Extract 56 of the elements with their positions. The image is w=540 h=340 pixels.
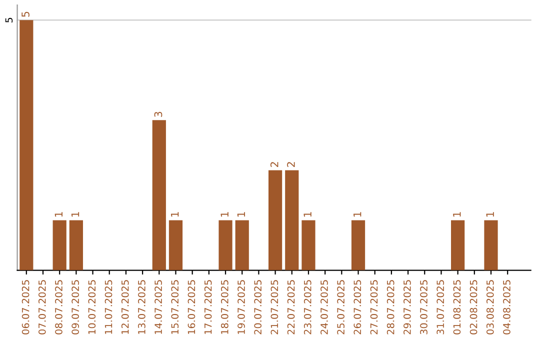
x-tick-label: 26.07.2025 [354,280,362,334]
x-tick-label: 21.07.2025 [270,280,278,334]
data-label: 2 [270,162,278,167]
bar [484,220,498,270]
bar [20,20,34,270]
x-tick-label: 29.07.2025 [404,280,411,334]
x-tick-label: 02.08.2025 [470,280,478,334]
bar [69,220,83,270]
bar [285,170,299,270]
bar [152,120,166,270]
data-label: 1 [171,212,179,217]
x-tick-label: 09.07.2025 [72,280,80,334]
bar [218,220,232,270]
x-tick-label: 30.07.2025 [420,280,428,334]
bar [52,220,66,270]
x-tick-label: 04.08.2025 [503,280,510,334]
data-label: 1 [220,212,228,217]
data-label: 2 [287,162,295,167]
x-tick-label: 10.07.2025 [88,280,96,334]
data-label: 1 [71,212,80,217]
data-label: 1 [237,212,245,217]
x-tick-label: 03.08.2025 [486,280,494,334]
x-tick-label: 17.07.2025 [204,280,212,334]
x-tick-label: 13.07.2025 [138,280,146,334]
bar [168,220,183,270]
x-tick-label: 16.07.2025 [188,280,196,334]
x-tick-label: 31.07.2025 [436,280,444,334]
bar [451,220,465,270]
x-tick-label: 19.07.2025 [238,280,245,334]
data-label: 1 [486,212,494,217]
x-tick-label: 06.07.2025 [22,280,30,334]
x-tick-label: 15.07.2025 [171,280,179,334]
bar [351,220,366,270]
x-tick-label: 20.07.2025 [254,280,262,334]
bar [302,220,316,270]
data-label: 1 [453,212,461,217]
x-tick-label: 24.07.2025 [320,280,328,334]
x-tick-label: 18.07.2025 [220,280,228,334]
x-tick-label: 28.07.2025 [386,280,394,334]
x-tick-label: 22.07.2025 [287,280,295,334]
x-tick-label: 01.08.2025 [453,280,461,334]
x-tick-label: 23.07.2025 [304,280,312,334]
data-label: 1 [304,212,312,217]
x-tick-label: 14.07.2025 [154,280,162,334]
data-label: 1 [54,212,62,217]
bar [268,170,282,270]
data-label: 3 [154,112,162,117]
x-tick-label: 11.07.2025 [104,280,112,334]
x-tick-label: 07.07.2025 [38,280,46,334]
bar [235,220,249,270]
x-tick-label: 12.07.2025 [121,280,129,334]
x-tick-label: 27.07.2025 [370,280,378,334]
x-tick-label: 08.07.2025 [55,280,62,334]
x-tick-label: 25.07.2025 [337,280,344,334]
data-label: 1 [354,212,362,217]
data-label: 5 [22,12,30,17]
